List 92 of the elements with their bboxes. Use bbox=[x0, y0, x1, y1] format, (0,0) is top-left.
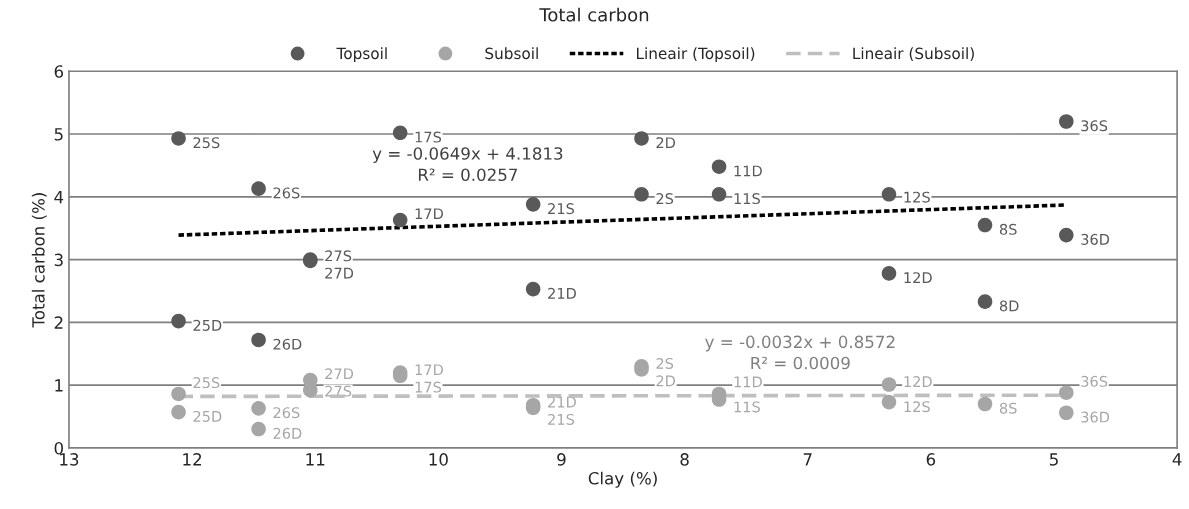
legend-label: Topsoil bbox=[336, 47, 387, 63]
point bbox=[525, 281, 541, 297]
x-tick-label: 6 bbox=[926, 453, 936, 466]
annotation: 2D bbox=[656, 375, 676, 387]
x-tick-label: 5 bbox=[1049, 453, 1058, 466]
annotation: 36S bbox=[1081, 375, 1108, 387]
point bbox=[251, 401, 266, 416]
x-tick-label: 13 bbox=[60, 453, 79, 466]
annotation: 12D bbox=[904, 376, 932, 387]
point bbox=[171, 131, 186, 146]
annotation: 11D bbox=[734, 376, 762, 388]
x-tick-label: 11 bbox=[306, 453, 325, 466]
y-tick-label: 4 bbox=[54, 190, 64, 204]
annotation: 12S bbox=[904, 191, 930, 203]
annotation: 36D bbox=[1081, 233, 1110, 245]
annotation: 27S bbox=[325, 385, 352, 397]
point bbox=[1059, 405, 1074, 421]
annotation: 8D bbox=[999, 300, 1019, 312]
annotation: 17D bbox=[415, 364, 443, 376]
y-tick-label: 2 bbox=[54, 316, 63, 329]
annotation: 36D bbox=[1081, 411, 1110, 423]
point bbox=[392, 125, 408, 141]
x-tick-label: 9 bbox=[557, 453, 566, 466]
annotation: 27D bbox=[325, 368, 354, 380]
y-tick-label: 5 bbox=[54, 128, 63, 141]
point bbox=[392, 212, 408, 228]
point bbox=[251, 181, 266, 196]
point bbox=[881, 394, 897, 410]
point bbox=[1059, 114, 1074, 129]
annotation: 11S bbox=[734, 193, 760, 205]
legend-label: Subsoil bbox=[485, 47, 538, 60]
point bbox=[171, 386, 186, 402]
x-tick-label: 7 bbox=[803, 453, 812, 466]
annotation: y = -0.0649x + 4.1813 R² = 0.0257 bbox=[372, 147, 563, 182]
point bbox=[1059, 385, 1074, 400]
annotation: 26S bbox=[273, 187, 300, 199]
point bbox=[977, 396, 993, 412]
point bbox=[711, 187, 727, 202]
point bbox=[171, 404, 186, 420]
annotation: 26D bbox=[273, 427, 302, 439]
annotation: 26S bbox=[273, 407, 300, 419]
annotation: 25S bbox=[193, 377, 220, 389]
annotation: 2S bbox=[656, 193, 674, 205]
chart-title: Total carbon bbox=[539, 7, 649, 22]
point bbox=[977, 217, 993, 233]
legend-label: Lineair (Topsoil) bbox=[637, 47, 755, 63]
annotation: 36S bbox=[1081, 120, 1108, 132]
y-tick-label: 1 bbox=[55, 379, 63, 392]
point bbox=[881, 187, 897, 202]
point bbox=[634, 187, 649, 202]
annotation: 8S bbox=[999, 223, 1017, 235]
annotation: 21S bbox=[548, 203, 575, 215]
y-tick-label: 0 bbox=[54, 441, 63, 455]
x-tick-label: 12 bbox=[183, 453, 202, 466]
point bbox=[251, 421, 266, 437]
annotation: 8S bbox=[999, 402, 1017, 414]
annotation: 25D bbox=[193, 319, 222, 331]
annotation: 25D bbox=[193, 410, 222, 422]
x-tick-label: 10 bbox=[429, 453, 448, 466]
annotation: y = -0.0032x + 0.8572 R² = 0.0009 bbox=[705, 335, 895, 370]
annotation: 27D bbox=[325, 267, 354, 279]
point bbox=[525, 197, 541, 212]
point bbox=[1059, 227, 1074, 243]
legend-label: Lineair (Subsoil) bbox=[853, 47, 974, 61]
x-axis-title: Clay (%) bbox=[588, 471, 657, 488]
annotation: 25S bbox=[193, 137, 220, 149]
point bbox=[251, 332, 266, 348]
annotation: 17S bbox=[415, 131, 442, 143]
y-axis-title: Total carbon (%) bbox=[31, 193, 47, 328]
annotation: 2D bbox=[656, 137, 676, 149]
annotation: 12S bbox=[904, 401, 930, 413]
annotation: 17S bbox=[415, 381, 442, 393]
annotation: 26D bbox=[273, 338, 302, 350]
annotation: 2S bbox=[656, 357, 674, 369]
annotation: 12D bbox=[904, 272, 932, 283]
x-tick-label: 4 bbox=[1172, 453, 1182, 466]
point bbox=[634, 131, 649, 146]
point bbox=[711, 159, 727, 174]
annotation: 17D bbox=[415, 208, 443, 220]
point bbox=[881, 377, 897, 392]
annotation: 21S bbox=[548, 413, 575, 425]
y-tick-label: 6 bbox=[54, 65, 64, 78]
annotation: 21D bbox=[548, 287, 576, 299]
y-tick-label: 3 bbox=[54, 253, 63, 267]
point bbox=[171, 313, 186, 329]
point bbox=[977, 294, 993, 309]
x-tick-label: 8 bbox=[680, 453, 689, 466]
annotation: 11D bbox=[734, 165, 762, 177]
point bbox=[881, 266, 897, 281]
annotation: 27S bbox=[325, 250, 352, 262]
annotation: 11S bbox=[734, 401, 760, 413]
annotation: 21D bbox=[548, 396, 576, 408]
